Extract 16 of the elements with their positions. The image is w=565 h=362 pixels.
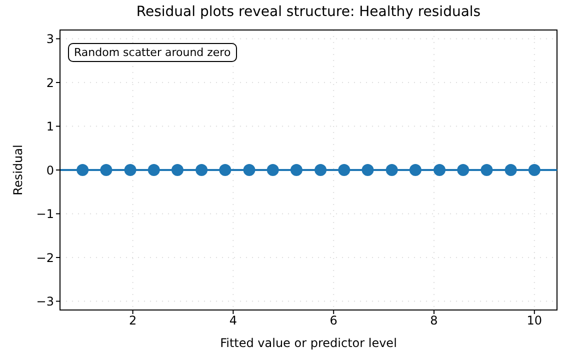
y-tick-label: −2	[36, 250, 54, 265]
y-tick-label: −1	[36, 207, 54, 222]
x-tick-label: 6	[330, 314, 338, 328]
annotation: Random scatter around zero	[68, 43, 237, 62]
y-tick-label: 3	[46, 32, 54, 46]
y-tick-label: 1	[46, 120, 54, 134]
y-tick-label: −3	[36, 294, 54, 309]
x-tick-label: 2	[128, 314, 137, 328]
x-tick-label: 8	[430, 314, 438, 328]
x-tick-label: 10	[526, 314, 542, 328]
x-axis-title: Fitted value or predictor level	[219, 336, 398, 350]
y-tick-label: 0	[46, 163, 54, 178]
y-tick-label: 2	[46, 76, 54, 90]
chart-title: Residual plots reveal structure: Healthy residuals	[135, 4, 482, 20]
y-axis-title: Residual	[11, 144, 25, 196]
x-tick-label: 4	[229, 314, 238, 328]
